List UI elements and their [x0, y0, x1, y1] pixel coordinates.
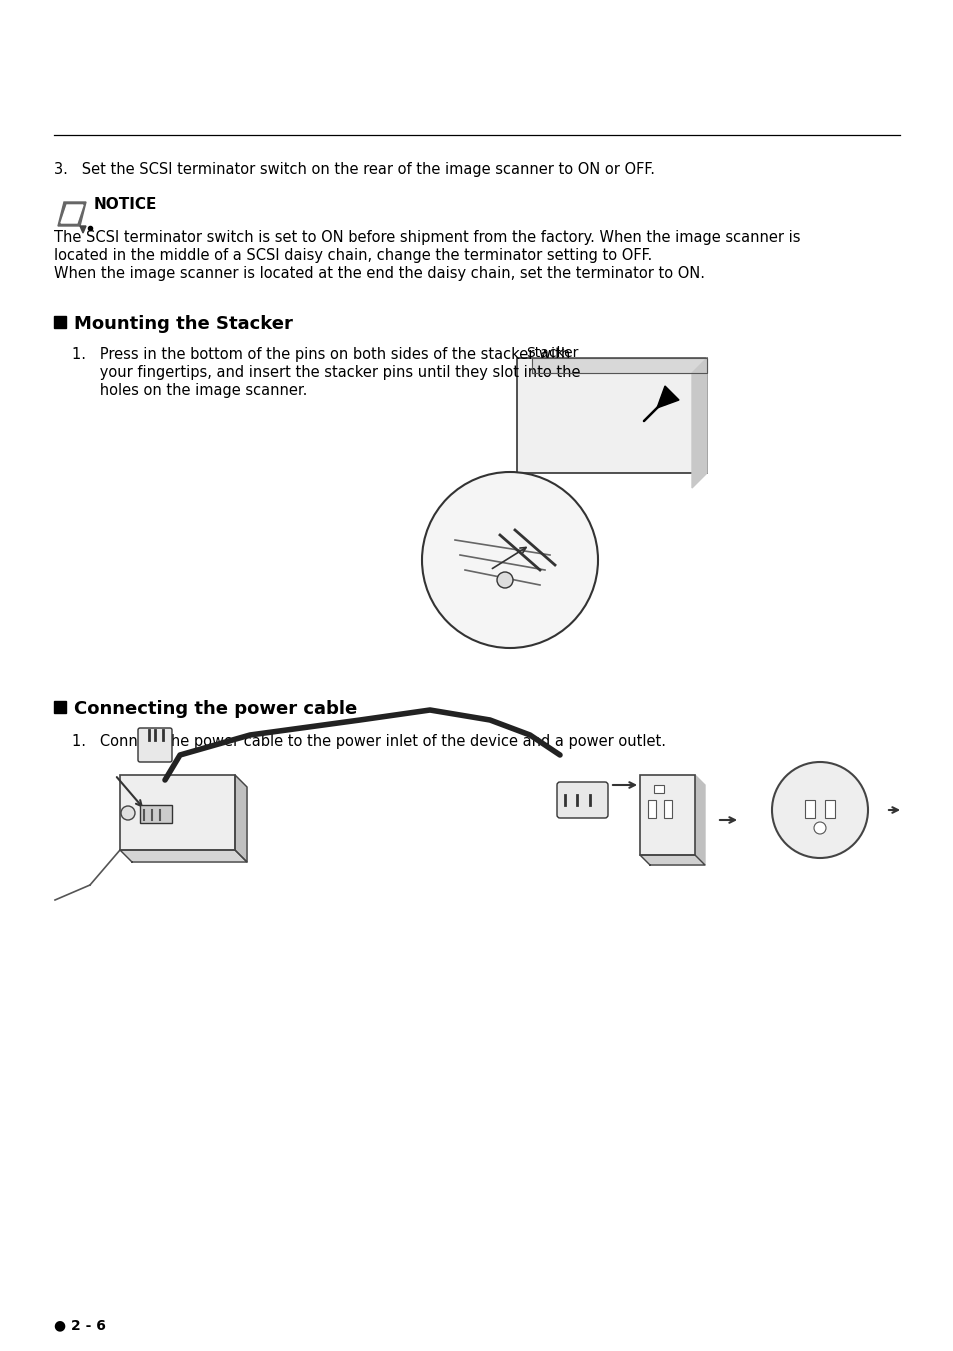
Polygon shape	[120, 850, 247, 862]
Polygon shape	[58, 203, 86, 226]
Text: your fingertips, and insert the stacker pins until they slot into the: your fingertips, and insert the stacker …	[71, 365, 579, 380]
Polygon shape	[532, 358, 706, 373]
FancyBboxPatch shape	[557, 782, 607, 817]
Text: Connecting the power cable: Connecting the power cable	[74, 700, 356, 717]
Text: 1.   Press in the bottom of the pins on both sides of the stacker with: 1. Press in the bottom of the pins on bo…	[71, 347, 570, 362]
Polygon shape	[639, 855, 704, 865]
Bar	[647, 800, 656, 817]
Text: The SCSI terminator switch is set to ON before shipment from the factory. When t: The SCSI terminator switch is set to ON …	[54, 230, 800, 245]
Circle shape	[771, 762, 867, 858]
Polygon shape	[234, 775, 247, 862]
Polygon shape	[657, 386, 679, 408]
Circle shape	[421, 471, 598, 648]
Text: Stacker: Stacker	[525, 346, 578, 359]
Bar	[824, 800, 834, 817]
Polygon shape	[80, 226, 86, 232]
Polygon shape	[695, 775, 704, 865]
Text: ● 2 - 6: ● 2 - 6	[54, 1319, 106, 1332]
Text: 3.   Set the SCSI terminator switch on the rear of the image scanner to ON or OF: 3. Set the SCSI terminator switch on the…	[54, 162, 655, 177]
Bar	[54, 701, 66, 713]
Text: 1.   Connect the power cable to the power inlet of the device and a power outlet: 1. Connect the power cable to the power …	[71, 734, 665, 748]
Text: holes on the image scanner.: holes on the image scanner.	[71, 382, 307, 399]
Text: NOTICE: NOTICE	[94, 197, 157, 212]
Bar	[140, 805, 172, 823]
Circle shape	[813, 821, 825, 834]
Text: When the image scanner is located at the end the daisy chain, set the terminator: When the image scanner is located at the…	[54, 266, 704, 281]
Bar	[54, 316, 66, 328]
Text: located in the middle of a SCSI daisy chain, change the terminator setting to OF: located in the middle of a SCSI daisy ch…	[54, 249, 652, 263]
Circle shape	[497, 571, 513, 588]
Circle shape	[121, 807, 135, 820]
Bar	[654, 785, 663, 793]
Bar	[120, 775, 234, 850]
Bar	[663, 800, 671, 817]
Bar	[517, 358, 706, 473]
FancyBboxPatch shape	[138, 728, 172, 762]
Polygon shape	[691, 358, 706, 488]
Bar	[804, 800, 814, 817]
Polygon shape	[61, 205, 83, 223]
Bar	[639, 775, 695, 855]
Text: Mounting the Stacker: Mounting the Stacker	[74, 315, 293, 332]
